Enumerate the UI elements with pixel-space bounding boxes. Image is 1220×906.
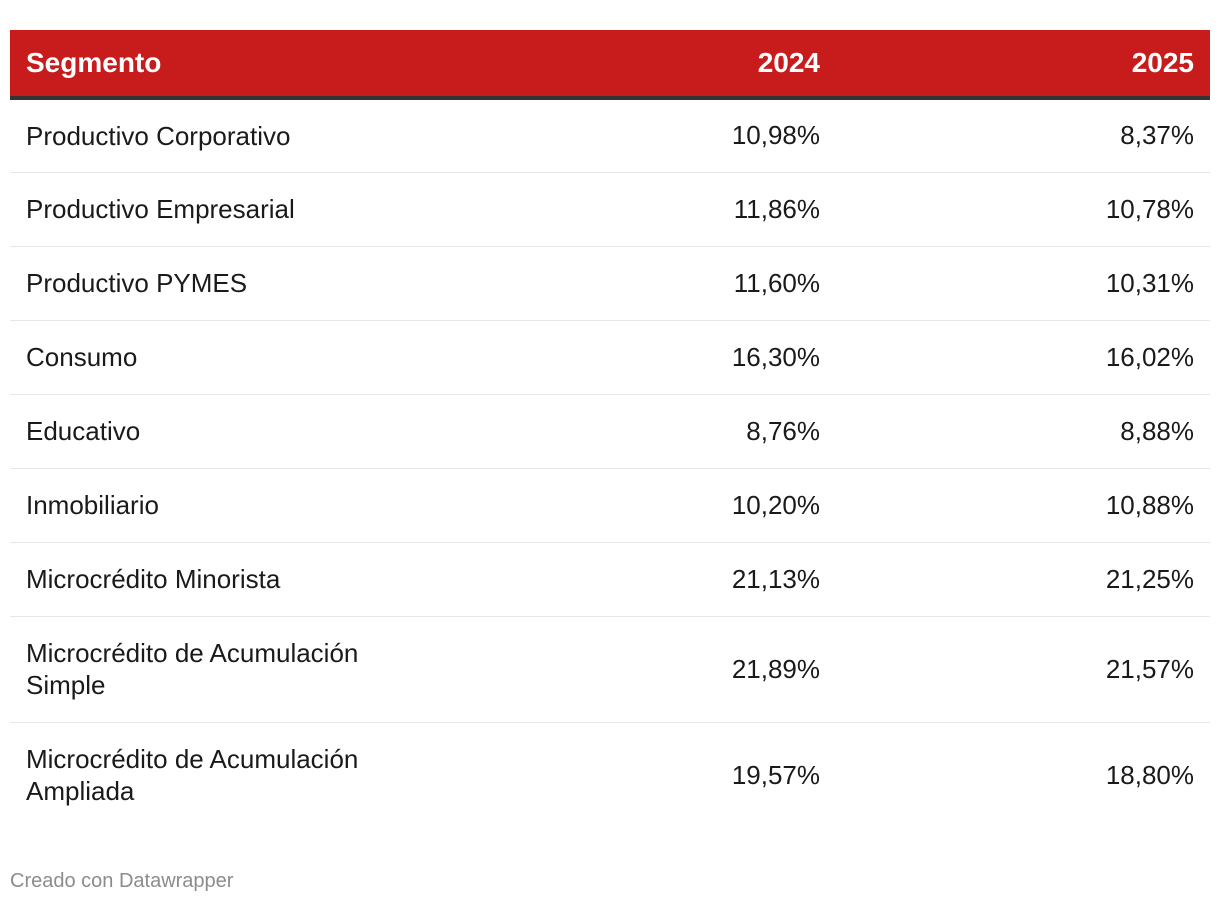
cell-segment: Microcrédito de Acumulación Ampliada — [26, 744, 359, 807]
cell-segment: Microcrédito de Acumulación Simple — [10, 616, 430, 723]
column-header-2025[interactable]: 2025 — [836, 30, 1210, 100]
table-row: Productivo Corporativo 10,98% 8,37% — [10, 98, 1210, 173]
table-row: Productivo PYMES 11,60% 10,31% — [10, 246, 1210, 321]
cell-value-2024: 21,89% — [430, 616, 836, 723]
cell-value-2024: 11,60% — [430, 246, 836, 321]
table-row: Inmobiliario 10,20% 10,88% — [10, 468, 1210, 543]
table-row: Productivo Empresarial 11,86% 10,78% — [10, 172, 1210, 247]
table-body: Productivo Corporativo 10,98% 8,37% Product… — [10, 98, 1210, 828]
table-header-row: Segmento 2024 2025 — [10, 30, 1210, 100]
cell-value-2025: 10,88% — [836, 468, 1210, 543]
cell-value-2024: 16,30% — [430, 320, 836, 395]
data-table-container: Segmento 2024 2025 Productivo Corporativ… — [10, 30, 1210, 828]
cell-value-2024: 11,86% — [430, 172, 836, 247]
cell-value-2024: 19,57% — [731, 759, 820, 790]
datawrapper-credit: Creado con Datawrapper — [10, 870, 234, 892]
cell-value-2024: 21,13% — [430, 542, 836, 617]
cell-value-2025: 18,80% — [1105, 759, 1194, 790]
table-row: Consumo 16,30% 16,02% — [10, 320, 1210, 395]
cell-segment: Microcrédito Minorista — [10, 542, 430, 617]
cell-value-2025: 10,78% — [836, 172, 1210, 247]
table-row: Microcrédito de Acumulación Simple 21,89%… — [10, 616, 1210, 723]
cell-segment: Productivo Corporativo — [10, 98, 430, 173]
cell-segment: Consumo — [10, 320, 430, 395]
data-table: Segmento 2024 2025 Productivo Corporativ… — [10, 30, 1210, 828]
cell-value-2025: 21,57% — [836, 616, 1210, 723]
cell-value-2025: 10,31% — [836, 246, 1210, 321]
table-row: Microcrédito Minorista 21,13% 21,25% — [10, 542, 1210, 617]
cell-value-2024: 8,76% — [430, 394, 836, 469]
column-header-segmento[interactable]: Segmento — [10, 30, 430, 100]
cell-value-2025: 21,25% — [836, 542, 1210, 617]
cell-segment: Productivo PYMES — [10, 246, 430, 321]
cell-segment: Productivo Empresarial — [10, 172, 430, 247]
cell-value-2025: 16,02% — [836, 320, 1210, 395]
cell-value-2024: 10,20% — [430, 468, 836, 543]
cell-value-2024: 10,98% — [430, 98, 836, 173]
cell-segment: Inmobiliario — [10, 468, 430, 543]
cell-value-2025: 8,88% — [836, 394, 1210, 469]
table-row: Educativo 8,76% 8,88% — [10, 394, 1210, 469]
table-row: Microcrédito de Acumulación Ampliada 19,5… — [10, 722, 1210, 828]
cell-value-2025: 8,37% — [836, 98, 1210, 173]
column-header-2024[interactable]: 2024 — [430, 30, 836, 100]
cell-segment: Educativo — [10, 394, 430, 469]
